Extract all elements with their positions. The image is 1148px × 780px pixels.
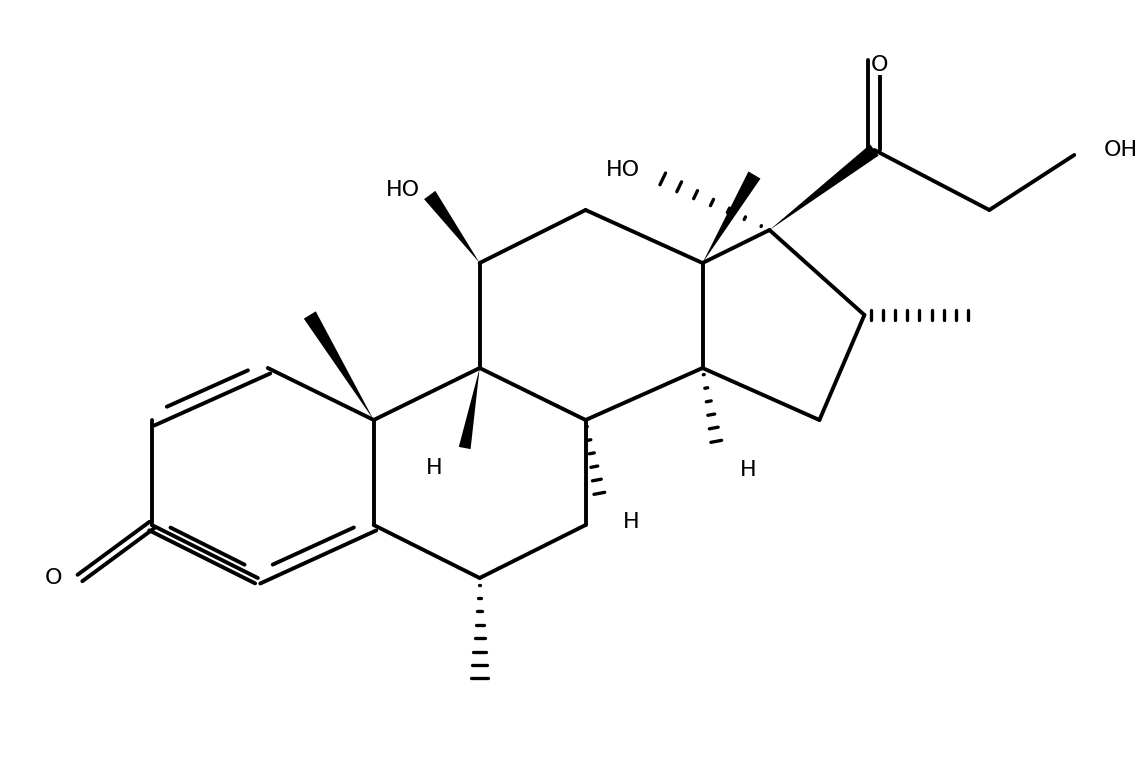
Text: H: H [426,458,443,478]
Text: H: H [739,460,757,480]
Polygon shape [703,172,760,263]
Polygon shape [459,368,480,449]
Text: O: O [870,55,889,75]
Text: HO: HO [386,180,420,200]
Polygon shape [424,191,480,263]
Text: HO: HO [605,160,639,180]
Text: O: O [45,568,62,588]
Text: OH: OH [1104,140,1139,160]
Polygon shape [304,311,374,420]
Polygon shape [769,144,878,230]
Text: H: H [622,512,639,532]
